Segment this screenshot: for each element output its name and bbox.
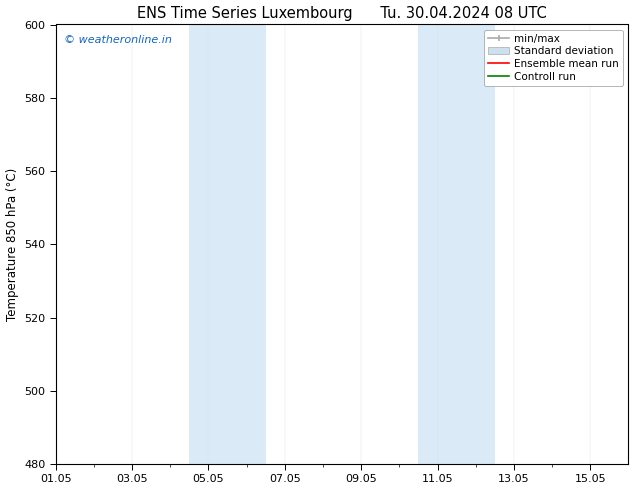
Text: © weatheronline.in: © weatheronline.in: [65, 35, 172, 46]
Bar: [456, 24, 495, 464]
Bar: [190, 24, 228, 464]
Bar: [418, 24, 456, 464]
Title: ENS Time Series Luxembourg      Tu. 30.04.2024 08 UTC: ENS Time Series Luxembourg Tu. 30.04.202…: [137, 5, 547, 21]
Legend: min/max, Standard deviation, Ensemble mean run, Controll run: min/max, Standard deviation, Ensemble me…: [484, 30, 623, 86]
Bar: [228, 24, 266, 464]
Y-axis label: Temperature 850 hPa (°C): Temperature 850 hPa (°C): [6, 168, 18, 321]
